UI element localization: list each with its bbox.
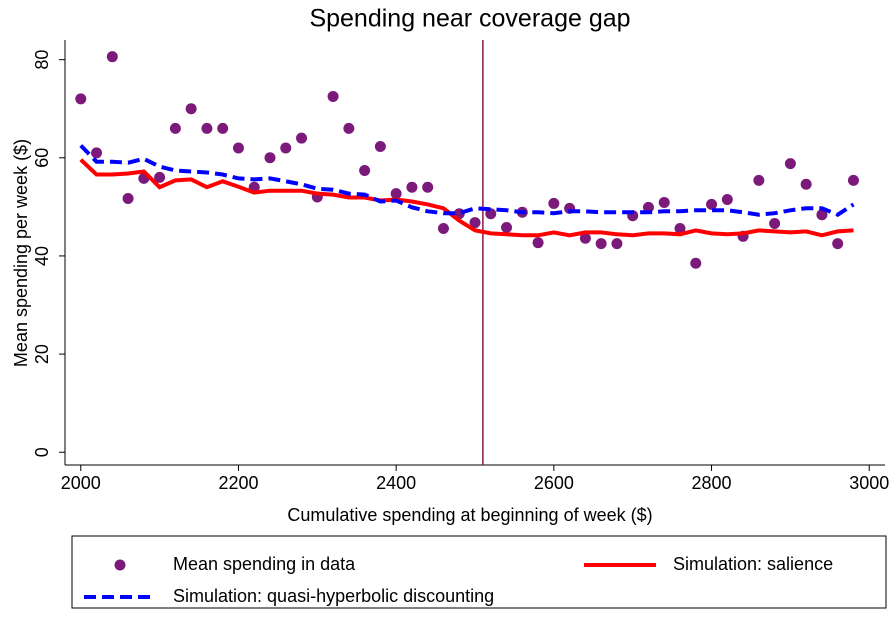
data-point [169, 122, 181, 134]
data-point [359, 165, 371, 177]
data-point [217, 122, 229, 134]
data-point [296, 132, 308, 144]
data-point [548, 197, 560, 209]
y-axis-label: Mean spending per week ($) [11, 139, 31, 367]
series-line [79, 144, 855, 217]
y-tick-label: 80 [32, 50, 52, 70]
data-point [816, 209, 828, 221]
data-point [532, 237, 544, 249]
data-point [832, 238, 844, 250]
x-axis-label: Cumulative spending at beginning of week… [287, 505, 652, 525]
legend-label: Mean spending in data [173, 554, 356, 574]
data-point [800, 178, 812, 190]
y-tick-label: 0 [32, 447, 52, 457]
data-point [437, 222, 449, 234]
data-point [674, 222, 686, 234]
data-point [374, 140, 386, 152]
data-point [280, 142, 292, 154]
data-point [422, 181, 434, 193]
x-tick-label: 2800 [692, 473, 732, 493]
data-point [658, 196, 670, 208]
legend-label: Simulation: quasi-hyperbolic discounting [173, 586, 494, 606]
data-point [690, 257, 702, 269]
data-point [784, 158, 796, 170]
x-tick-label: 2600 [534, 473, 574, 493]
legend-marker [114, 559, 126, 571]
x-tick-label: 2200 [218, 473, 258, 493]
data-point [706, 198, 718, 210]
data-point [264, 152, 276, 164]
data-point [406, 181, 418, 193]
data-point [75, 93, 87, 105]
data-point [469, 217, 481, 229]
data-point [390, 188, 402, 200]
data-point [595, 238, 607, 250]
chart-title: Spending near coverage gap [309, 5, 630, 33]
legend-box [71, 535, 887, 609]
legend-label: Simulation: salience [673, 554, 833, 574]
data-point [106, 51, 118, 63]
x-tick-label: 2000 [61, 473, 101, 493]
y-tick-label: 40 [32, 246, 52, 266]
data-point [154, 171, 166, 183]
series-line [79, 158, 854, 238]
data-point [579, 232, 591, 244]
data-point [642, 201, 654, 213]
y-tick-label: 20 [32, 344, 52, 364]
data-point [721, 193, 733, 205]
data-point [753, 174, 765, 186]
data-point [201, 122, 213, 134]
y-tick-label: 60 [32, 148, 52, 168]
data-point [847, 174, 859, 186]
data-point [611, 238, 623, 250]
data-point [327, 90, 339, 102]
data-point [343, 122, 355, 134]
data-point [185, 103, 197, 115]
x-tick-label: 2400 [376, 473, 416, 493]
data-point [769, 218, 781, 230]
data-point [501, 221, 513, 233]
data-point [91, 147, 103, 159]
x-tick-label: 3000 [849, 473, 889, 493]
data-point [232, 142, 244, 154]
data-point [122, 193, 134, 205]
